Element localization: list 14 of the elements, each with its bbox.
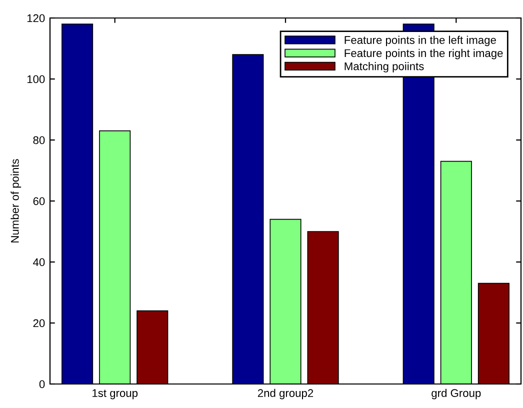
- y-tick-label: 0: [39, 380, 45, 388]
- y-tick-label: 100: [27, 75, 45, 84]
- legend-label: Feature points in the right image: [344, 48, 503, 60]
- y-tick-label: 40: [33, 258, 45, 266]
- x-tick-label: 1st group: [92, 389, 138, 400]
- y-tick-label: 20: [33, 319, 45, 328]
- x-tick-label: 2nd group2: [258, 388, 314, 400]
- y-tick-label: 60: [33, 197, 45, 206]
- y-tick-label: 120: [27, 14, 45, 22]
- y-axis-title: Number of points: [10, 159, 22, 242]
- x-tick-label: grd Group: [432, 388, 481, 400]
- legend-label: Feature points in the left image: [344, 36, 496, 46]
- legend-label: Matching poiints: [344, 62, 424, 72]
- y-tick-label: 80: [33, 136, 45, 144]
